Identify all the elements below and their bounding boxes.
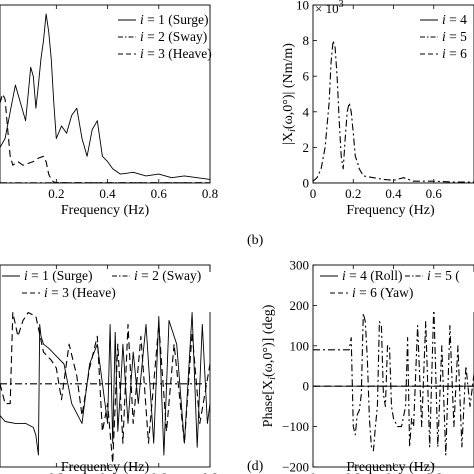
panel-d-ytick-label: 300	[290, 258, 310, 273]
panel-d-series-2-line	[313, 304, 474, 456]
panel-c-series-3-line	[0, 311, 210, 464]
panel-a: 0.2 0.4 0.6 0.8 Frequency (Hz) i = 1 (Surge…	[0, 4, 218, 218]
panel-d-xtick-label: 0	[310, 470, 317, 474]
panel-c-legend-label-3: i = 3 (Heave)	[44, 285, 116, 300]
panel-c: 0.2 0.4 0.6 0.8 Frequency (Hz) i = 1 (Surge…	[0, 264, 218, 474]
panel-b-y-multiplier: × 103	[315, 0, 344, 16]
panel-c-xtick-label: 0.8	[202, 470, 218, 474]
panel-b-xlabel: Frequency (Hz)	[346, 203, 435, 218]
panel-b-series	[313, 40, 474, 183]
panel-a-legend-label-3: i = 3 (Heave)	[140, 46, 212, 61]
panel-a-xtick-label: 0.6	[151, 186, 168, 201]
panel-d-legend-label-2: i = 5 (	[427, 268, 460, 283]
panel-a-legend-box	[114, 12, 206, 69]
panel-c-ticks: 0.2 0.4 0.6 0.8	[48, 265, 218, 474]
panel-a-legend-label-1: i = 1 (Surge)	[140, 12, 209, 27]
panel-b: 0 0.2 0.4 0.6 0 2 4 6 8 10 Frequency (Hz) |Xi​(ω,…	[247, 0, 474, 248]
panel-c-legend-label-2: i = 2 (Sway)	[134, 268, 201, 283]
panel-d-xtick-label: 0.2	[345, 470, 361, 474]
panel-c-xtick-label: 0.6	[151, 470, 168, 474]
panel-d-xtick-label: 0.6	[426, 470, 443, 474]
panel-d-ytick-label: 100	[290, 338, 310, 353]
panel-label-d: (d)	[247, 459, 264, 474]
panel-d-xlabel: Frequency (Hz)	[346, 460, 435, 474]
panel-b-xtick-label: 0.6	[426, 186, 443, 201]
panel-c-series	[0, 311, 210, 464]
panel-b-ytick-label: 10	[296, 0, 309, 13]
panel-c-xtick-label: 0.4	[99, 470, 116, 474]
panel-a-xlabel: Frequency (Hz)	[61, 203, 150, 218]
panel-b-legend-box	[416, 12, 470, 69]
panel-a-xtick-label: 0.2	[48, 186, 64, 201]
panel-c-axes-frame	[0, 264, 211, 468]
panel-b-legend: i = 4 i = 5 i = 6	[416, 12, 470, 69]
panel-b-ytick-label: 4	[303, 104, 310, 119]
panel-b-ytick-label: 6	[303, 69, 310, 84]
panel-d-legend-box	[318, 272, 474, 312]
panel-b-legend-label-1: i = 4	[442, 12, 467, 27]
panel-c-xlabel: Frequency (Hz)	[61, 460, 150, 474]
panel-b-ticks: 0 0.2 0.4 0.6 0 2 4 6 8 10	[296, 0, 442, 201]
panel-a-ticks: 0.2 0.4 0.6 0.8	[48, 5, 218, 201]
panel-a-axes-frame	[0, 4, 211, 184]
panel-a-series-1-line	[0, 13, 210, 180]
panel-d-ylabel: Phase[Xi​(ω,0°)] (deg)	[261, 304, 278, 427]
panel-c-legend-box	[2, 272, 212, 312]
panel-b-xtick-label: 0.4	[385, 186, 402, 201]
panel-d-legend: i = 4 (Roll) i = 5 ( i = 6 (Yaw)	[318, 268, 474, 312]
panel-a-xtick-label: 0.8	[202, 186, 218, 201]
panel-d-ytick-label: −100	[282, 419, 309, 434]
panel-d: 0 0.2 0.4 0.6 −200 −100 0 100 200 300 Frequency (…	[247, 258, 474, 474]
panel-d-ticks: 0 0.2 0.4 0.6 −200 −100 0 100 200 300	[282, 258, 442, 474]
panel-d-ytick-label: 200	[290, 298, 310, 313]
panel-d-ytick-label: 0	[303, 379, 310, 394]
panel-b-ytick-label: 2	[303, 140, 310, 155]
panel-c-legend: i = 1 (Surge) i = 2 (Sway) i = 3 (Heave)	[2, 268, 212, 312]
panel-label-b: (b)	[247, 233, 264, 248]
panel-c-legend-label-1: i = 1 (Surge)	[24, 268, 93, 283]
panel-d-legend-label-3: i = 6 (Yaw)	[352, 285, 413, 300]
panel-b-legend-label-3: i = 6	[442, 46, 467, 61]
panel-d-series	[313, 304, 474, 456]
panel-d-legend-label-1: i = 4 (Roll)	[342, 268, 403, 283]
panel-b-xtick-label: 0	[310, 186, 317, 201]
panel-c-xtick-label: 0.2	[48, 470, 64, 474]
panel-b-ylabel: |Xi​(ω,0°)| (Nm/m)	[281, 43, 298, 145]
panel-a-xtick-label: 0.4	[99, 186, 116, 201]
panel-b-series-2-line	[313, 40, 474, 183]
panel-b-legend-label-2: i = 5	[442, 29, 467, 44]
panel-d-ytick-label: −200	[282, 460, 309, 474]
panel-b-ytick-label: 8	[303, 33, 310, 48]
panel-b-xtick-label: 0.2	[345, 186, 361, 201]
panel-a-legend-label-2: i = 2 (Sway)	[140, 29, 207, 44]
panel-a-legend: i = 1 (Surge) i = 2 (Sway) i = 3 (Heave)	[114, 12, 212, 69]
panel-d-xtick-label: 0.4	[385, 470, 402, 474]
panel-b-ytick-label: 0	[303, 176, 310, 191]
